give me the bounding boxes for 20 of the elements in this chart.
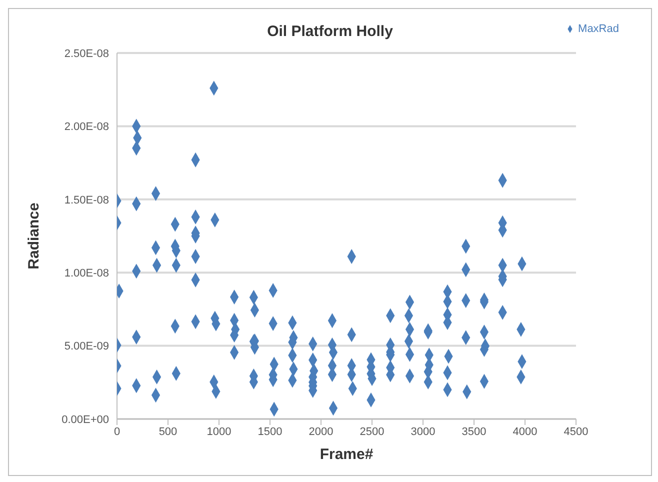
y-tick-label: 2.50E-08 (64, 48, 109, 60)
x-tick-label: 4000 (512, 426, 538, 438)
x-tick-label: 3500 (462, 426, 486, 438)
y-tick-label: 1.50E-08 (64, 194, 109, 206)
x-tick-label: 2000 (308, 426, 334, 438)
y-tick-label: 2.00E-08 (64, 121, 109, 134)
x-tick-label: 500 (158, 426, 178, 438)
x-tick-label: 3000 (410, 426, 436, 438)
y-tick-label: 0.00E+00 (62, 414, 109, 426)
x-axis-title: Frame# (320, 446, 374, 463)
y-tick-label: 1.00E-08 (64, 268, 109, 280)
x-tick-label: 2500 (360, 426, 384, 438)
y-tick-label: 5.00E-09 (64, 340, 109, 353)
x-tick-label: 1000 (206, 426, 232, 438)
x-tick-label: 4500 (564, 426, 588, 438)
x-tick-label: 0 (114, 426, 120, 438)
legend-label: MaxRad (578, 23, 619, 35)
x-tick-label: 1500 (258, 426, 282, 438)
y-axis-title: Radiance (25, 202, 42, 270)
chart-title: Oil Platform Holly (267, 23, 393, 40)
